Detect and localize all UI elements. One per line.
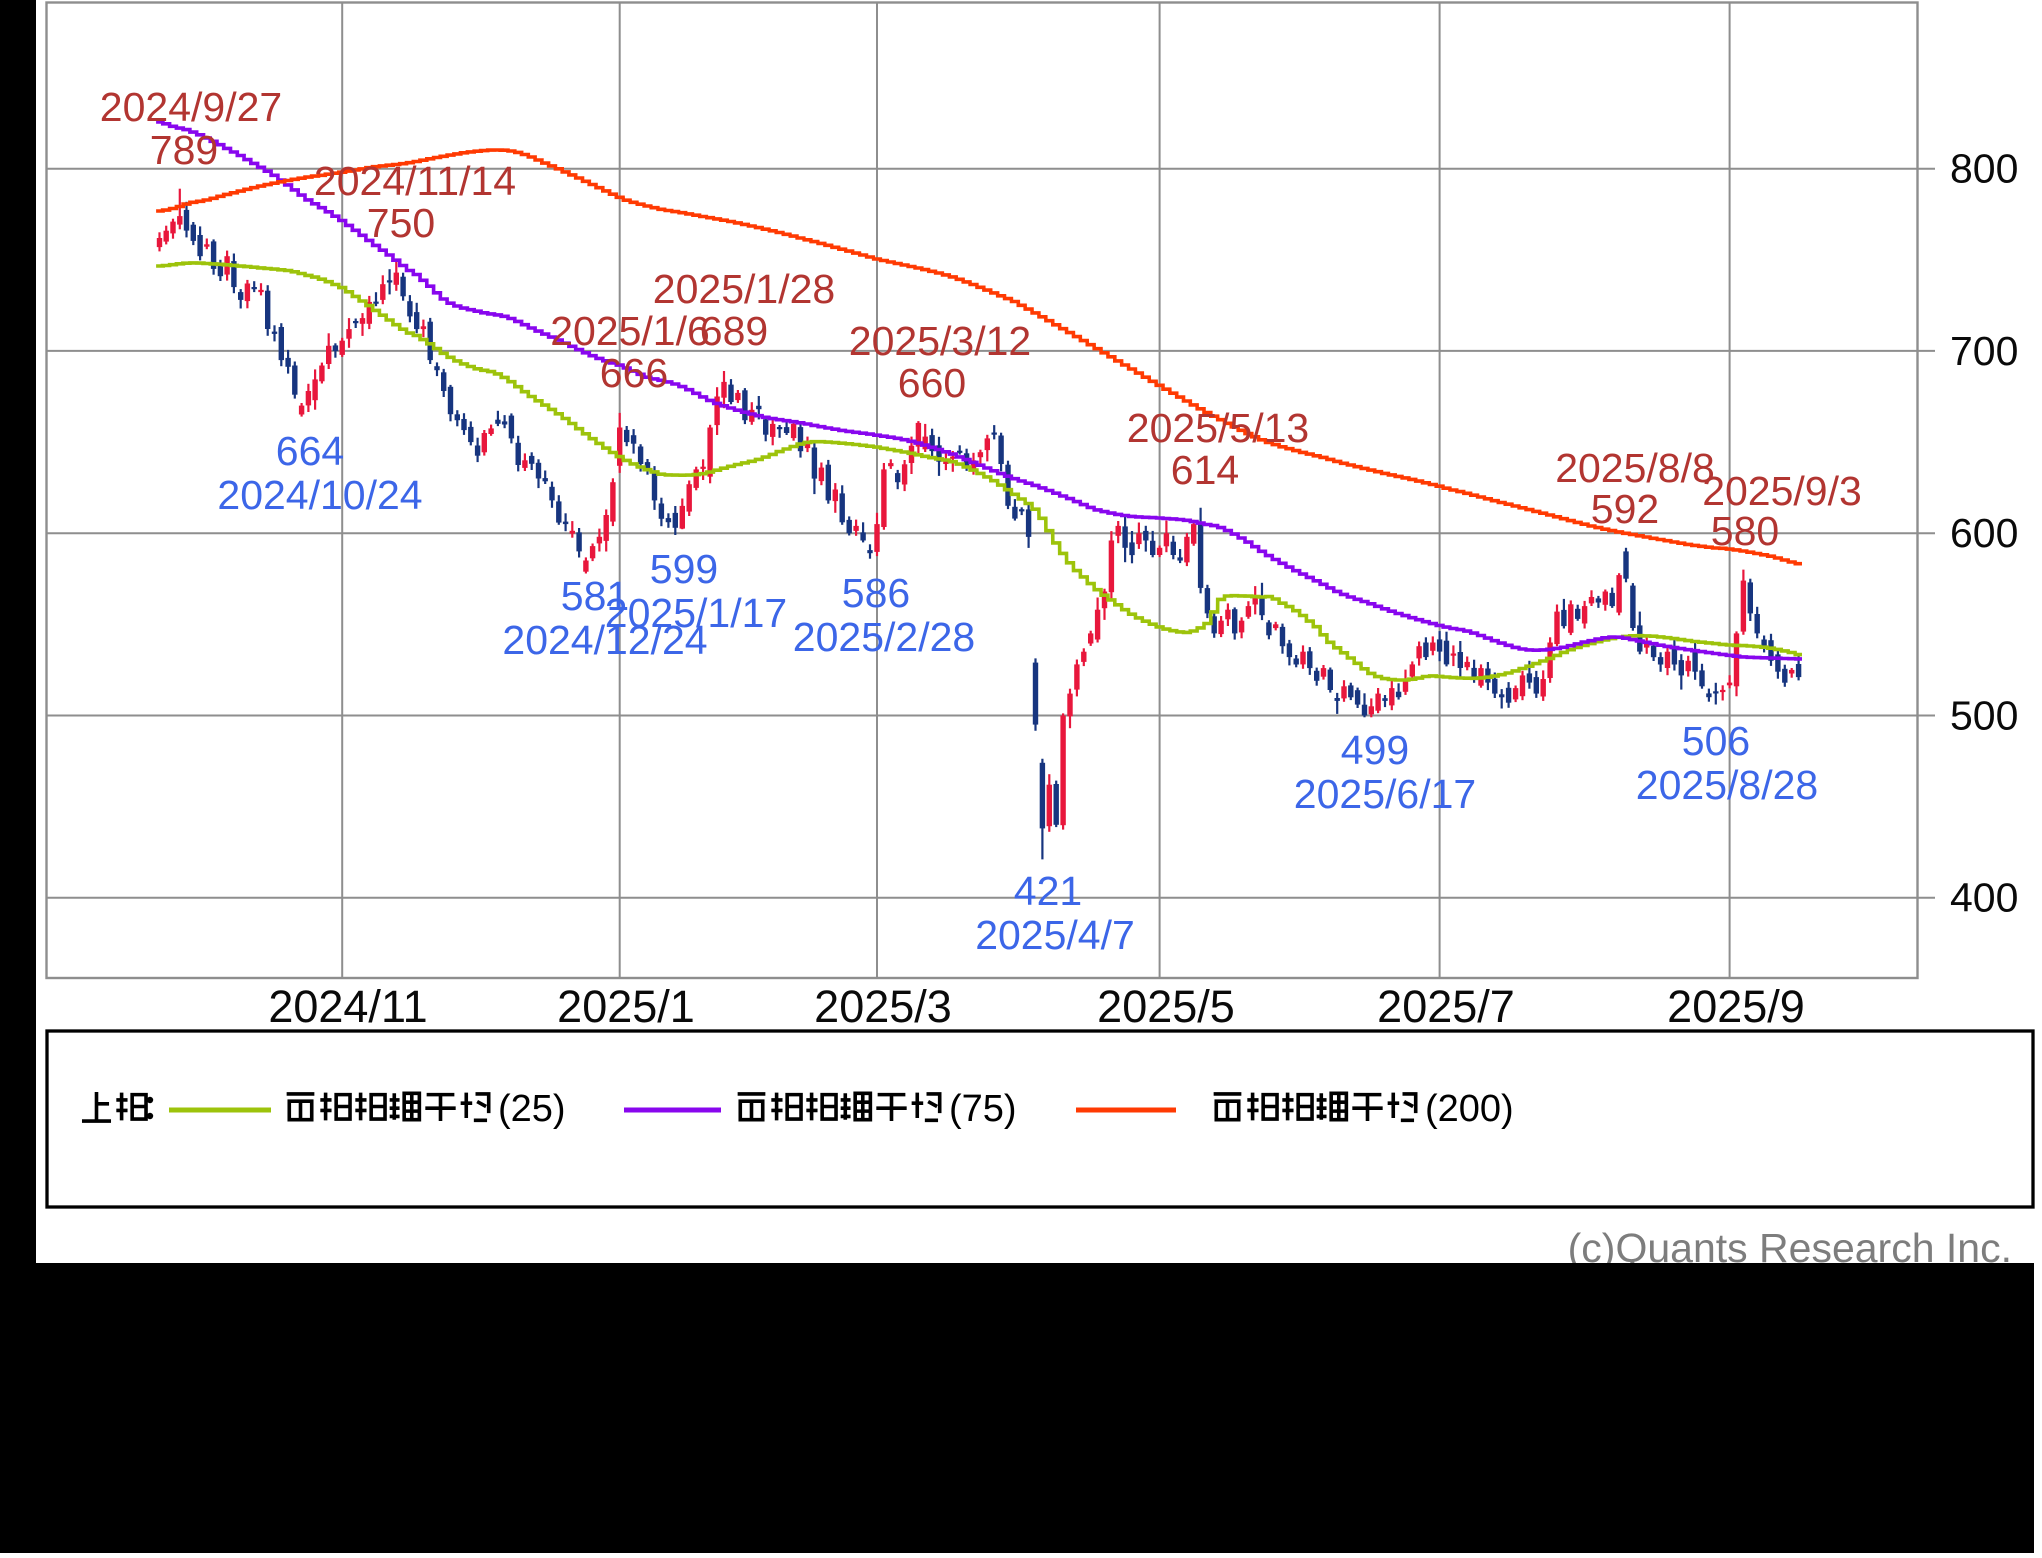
svg-text:2025/6/17: 2025/6/17	[1294, 771, 1476, 817]
svg-text:580: 580	[1711, 508, 1779, 554]
svg-text:(200): (200)	[1425, 1088, 1514, 1130]
svg-text:750: 750	[367, 200, 435, 246]
svg-text:2024/10/24: 2024/10/24	[217, 472, 422, 518]
svg-text:2025/9: 2025/9	[1667, 981, 1805, 1032]
svg-text:(75): (75)	[949, 1088, 1017, 1130]
svg-text:499: 499	[1341, 727, 1409, 773]
svg-text:2025/5: 2025/5	[1097, 981, 1235, 1032]
svg-text:664: 664	[276, 428, 344, 474]
svg-text:599: 599	[650, 546, 718, 592]
svg-text:660: 660	[898, 360, 966, 406]
svg-text:789: 789	[150, 127, 218, 173]
svg-text:2025/1/6: 2025/1/6	[550, 308, 710, 354]
svg-text:2025/1/17: 2025/1/17	[605, 590, 787, 636]
svg-text:2025/3/12: 2025/3/12	[849, 318, 1031, 364]
svg-text:2024/9/27: 2024/9/27	[100, 84, 282, 130]
svg-text:2025/7: 2025/7	[1377, 981, 1515, 1032]
svg-text:(25): (25)	[498, 1088, 566, 1130]
svg-text:2024/11: 2024/11	[268, 981, 427, 1032]
svg-text:2025/9/3: 2025/9/3	[1702, 468, 1862, 514]
svg-text:800: 800	[1950, 146, 2018, 192]
svg-text:2025/8/28: 2025/8/28	[1636, 762, 1818, 808]
svg-text:506: 506	[1682, 718, 1750, 764]
svg-text:500: 500	[1950, 693, 2018, 739]
svg-text:614: 614	[1171, 447, 1239, 493]
svg-text:400: 400	[1950, 875, 2018, 921]
svg-text:666: 666	[600, 350, 668, 396]
svg-text:2025/3: 2025/3	[814, 981, 952, 1032]
svg-text:2025/4/7: 2025/4/7	[975, 912, 1135, 958]
svg-text:2024/11/14: 2024/11/14	[314, 158, 516, 204]
svg-text:2025/5/13: 2025/5/13	[1127, 405, 1309, 451]
svg-text:600: 600	[1950, 510, 2018, 556]
svg-text:421: 421	[1014, 868, 1082, 914]
svg-text:581: 581	[561, 573, 629, 619]
svg-text:689: 689	[700, 308, 768, 354]
svg-text:2024/12/24: 2024/12/24	[502, 617, 707, 663]
svg-text:592: 592	[1591, 486, 1659, 532]
svg-text:2025/1/28: 2025/1/28	[653, 266, 835, 312]
svg-text:2025/2/28: 2025/2/28	[793, 614, 975, 660]
svg-text:2025/8/8: 2025/8/8	[1555, 445, 1715, 491]
svg-text:586: 586	[842, 570, 910, 616]
svg-text:2025/1: 2025/1	[557, 981, 695, 1032]
svg-text:700: 700	[1950, 328, 2018, 374]
